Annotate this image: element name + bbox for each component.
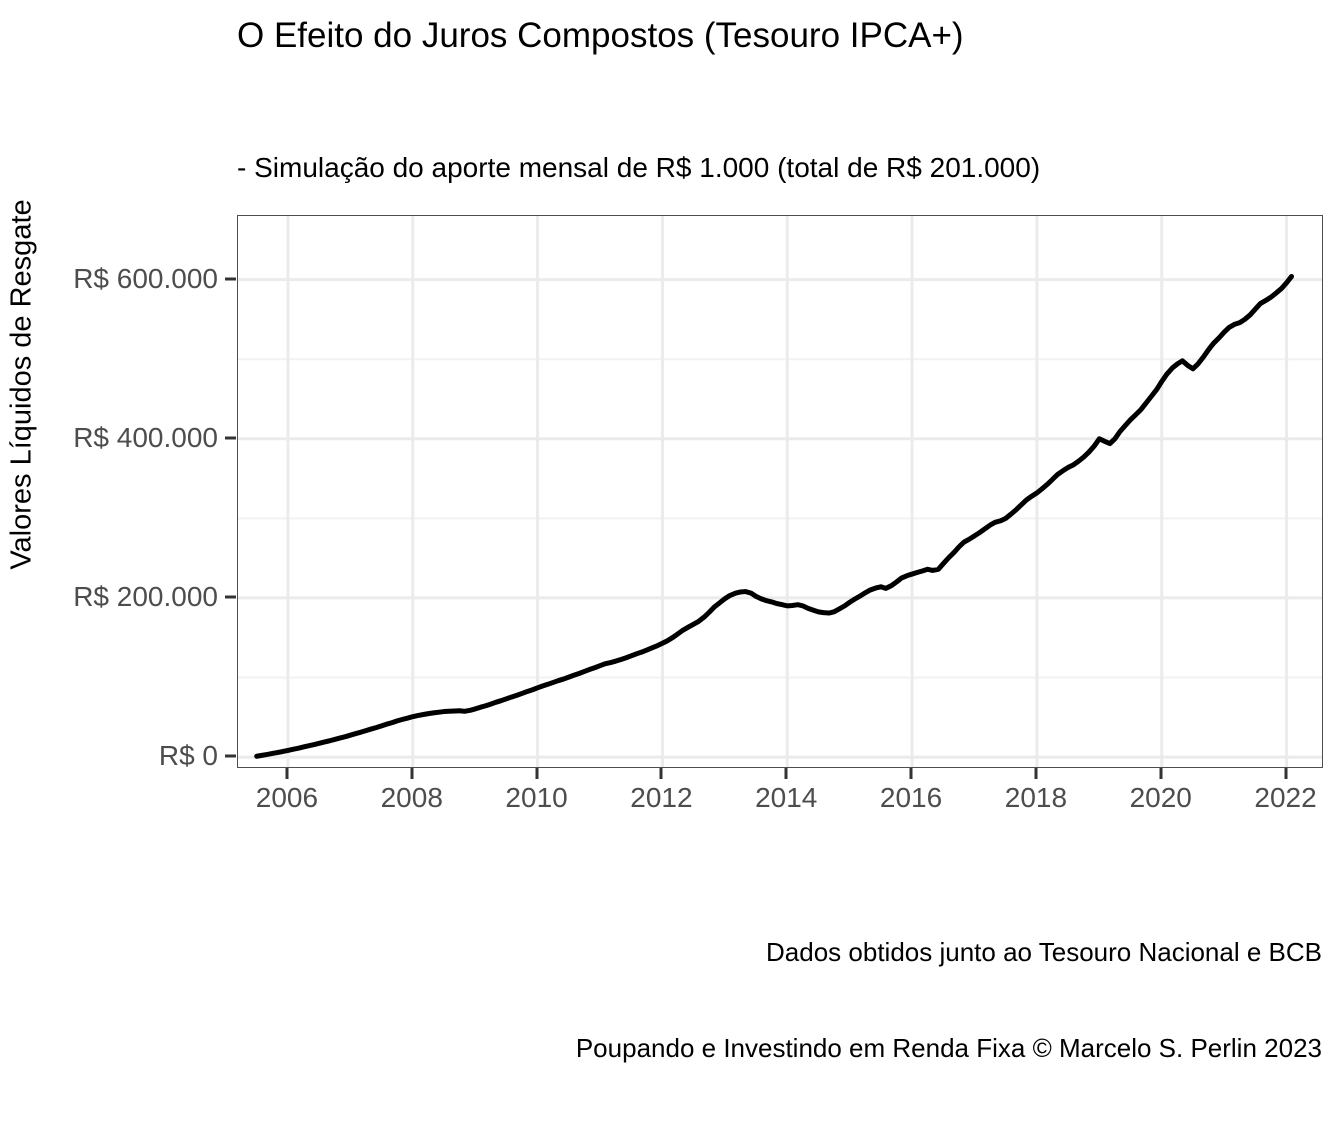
x-tick-label-2: 2010 [505, 782, 568, 813]
x-tick-mark-6 [1034, 768, 1038, 779]
series-line-valores-liquidos [254, 273, 1295, 759]
chart-title: O Efeito do Juros Compostos (Tesouro IPC… [237, 16, 964, 55]
y-tick-label-3: R$ 600.000 [73, 262, 218, 294]
y-axis-title-text: Valores Líquidos de Resgate [5, 198, 38, 570]
plot-panel [237, 215, 1323, 768]
caption-line-1: Dados obtidos junto ao Tesouro Nacional … [766, 937, 1322, 967]
major-gridlines [238, 216, 1322, 767]
x-tick-label-8: 2022 [1254, 782, 1317, 813]
y-tick-label-1: R$ 200.000 [73, 580, 218, 612]
x-tick-label-3: 2012 [630, 782, 693, 813]
y-tick-label-0: R$ 0 [158, 740, 218, 772]
y-tick-mark-3 [225, 277, 236, 281]
x-tick-mark-7 [1159, 768, 1163, 779]
y-tick-label-2: R$ 400.000 [73, 421, 218, 453]
caption-line-2: Poupando e Investindo em Renda Fixa © Ma… [575, 1033, 1322, 1063]
x-tick-label-4: 2014 [755, 782, 818, 813]
x-tick-mark-8 [1284, 768, 1288, 779]
x-tick-mark-0 [285, 768, 289, 779]
x-tick-label-6: 2018 [1004, 782, 1068, 813]
chart-figure: O Efeito do Juros Compostos (Tesouro IPC… [0, 0, 1323, 1063]
x-tick-mark-3 [659, 768, 663, 779]
x-tick-label-1: 2008 [380, 782, 443, 813]
y-axis-title: Valores Líquidos de Resgate [0, 0, 44, 768]
x-tick-mark-1 [410, 768, 414, 779]
y-tick-mark-1 [225, 595, 236, 599]
x-tick-mark-2 [535, 768, 539, 779]
subtitle-line-1: - Simulação do aporte mensal de R$ 1.000… [237, 152, 1041, 183]
x-tick-label-0: 2006 [255, 782, 319, 813]
x-tick-label-5: 2016 [879, 782, 943, 813]
chart-caption: Dados obtidos junto ao Tesouro Nacional … [576, 872, 1322, 1128]
x-tick-mark-4 [784, 768, 788, 779]
x-tick-mark-5 [909, 768, 913, 779]
y-tick-mark-0 [225, 754, 236, 758]
y-tick-mark-2 [225, 436, 236, 440]
plot-area-svg [238, 216, 1322, 767]
x-tick-label-7: 2020 [1129, 782, 1192, 813]
